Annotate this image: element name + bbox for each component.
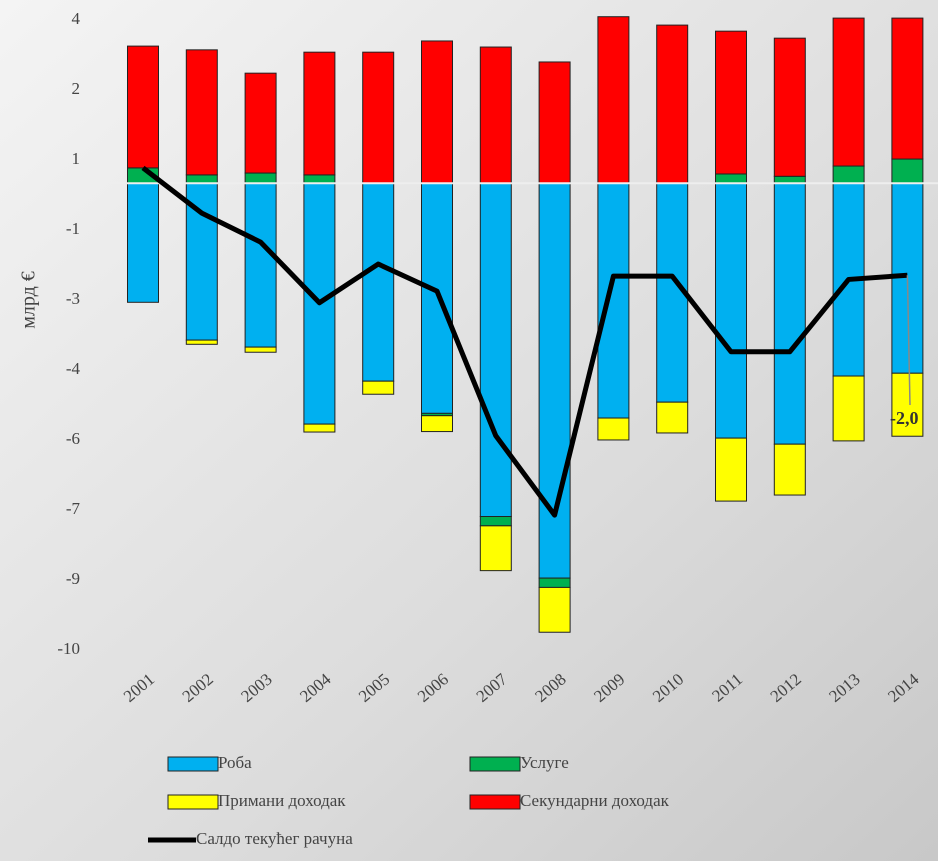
y-tick-label: -9 xyxy=(66,569,80,588)
legend-swatch xyxy=(469,756,521,772)
data-label: -2,0 xyxy=(890,408,919,428)
bar xyxy=(303,423,336,433)
legend-swatch xyxy=(167,794,219,810)
bar xyxy=(773,175,806,184)
bar xyxy=(127,45,159,169)
bar xyxy=(244,72,277,174)
bar xyxy=(479,182,512,518)
bar xyxy=(715,182,747,439)
legend-label: Секундарни доходак xyxy=(520,791,670,810)
bar xyxy=(362,380,395,395)
bar xyxy=(715,30,747,175)
y-tick-label: -7 xyxy=(66,499,81,518)
y-tick-label: 2 xyxy=(72,79,81,98)
bar xyxy=(362,51,395,184)
bar xyxy=(479,516,512,527)
bar xyxy=(832,375,865,442)
bar xyxy=(597,417,630,441)
bar xyxy=(891,158,924,184)
y-tick-label: -3 xyxy=(66,289,80,308)
y-tick-label: -6 xyxy=(66,429,80,448)
legend-swatch xyxy=(167,756,219,772)
bar xyxy=(127,182,159,303)
bar xyxy=(538,182,571,579)
bar xyxy=(185,339,218,345)
legend-label: Примани доходак xyxy=(218,791,346,810)
line xyxy=(141,165,908,518)
bar xyxy=(656,401,689,434)
bar xyxy=(479,46,512,184)
bar xyxy=(773,443,806,496)
legend-label: Салдо текућег рачуна xyxy=(196,829,353,848)
y-axis-label: млрд € xyxy=(18,271,40,329)
bar xyxy=(303,174,336,184)
bar xyxy=(421,182,453,414)
bar xyxy=(832,17,865,167)
bar xyxy=(479,525,512,572)
bar xyxy=(362,182,395,382)
bar xyxy=(538,61,571,184)
legend-swatch xyxy=(469,794,521,810)
y-tick-label: 1 xyxy=(72,149,81,168)
bar xyxy=(244,172,277,184)
bar xyxy=(421,415,453,433)
bar xyxy=(891,372,924,437)
bar xyxy=(244,182,277,348)
bar xyxy=(185,182,218,341)
bar xyxy=(832,165,865,184)
y-tick-label: -4 xyxy=(66,359,81,378)
y-tick-label: -10 xyxy=(57,639,80,658)
leader-line xyxy=(906,275,911,406)
bar xyxy=(597,16,630,184)
bar xyxy=(538,586,571,633)
bar xyxy=(185,49,218,176)
bar xyxy=(773,182,806,445)
bar xyxy=(303,51,336,176)
bar xyxy=(773,37,806,177)
bar xyxy=(597,182,630,419)
bar xyxy=(185,174,218,184)
bar xyxy=(891,17,924,160)
bar xyxy=(715,173,747,184)
legend-label: Роба xyxy=(218,753,252,772)
y-tick-label: 4 xyxy=(72,9,81,28)
bar xyxy=(538,577,571,588)
bar xyxy=(244,346,277,353)
bar xyxy=(656,24,689,184)
y-tick-label: -1 xyxy=(66,219,80,238)
bar xyxy=(421,40,453,184)
legend-label: Услуге xyxy=(520,753,569,772)
bar xyxy=(715,437,747,502)
